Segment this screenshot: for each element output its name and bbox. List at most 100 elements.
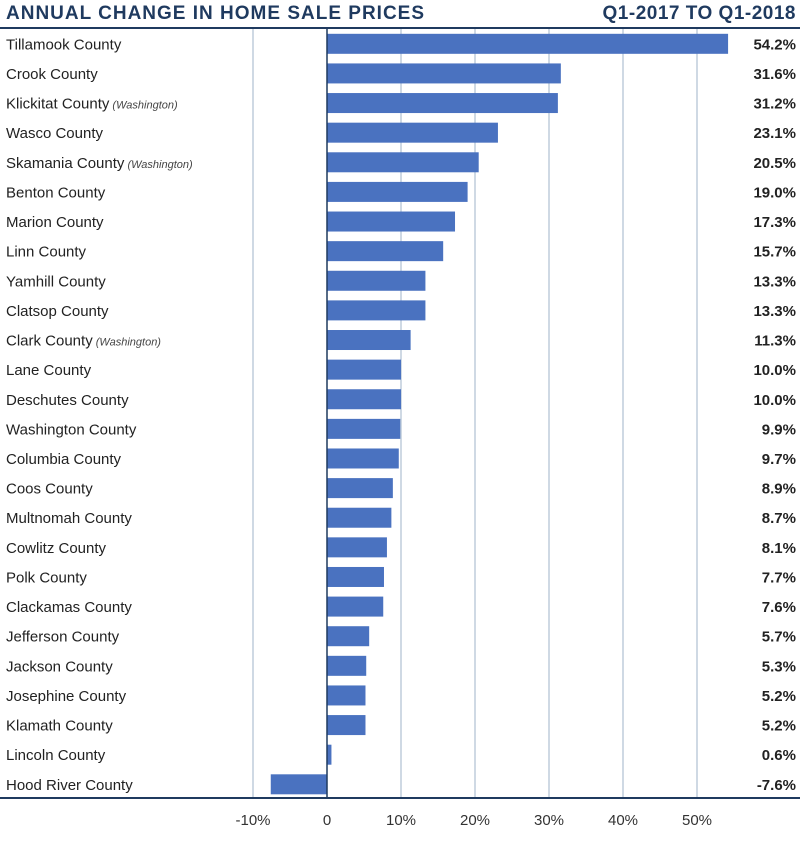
category-name: Cowlitz County (6, 540, 107, 557)
bar-8 (327, 270, 426, 291)
value-label-9: 13.3% (753, 303, 796, 320)
bar-25 (270, 774, 327, 795)
bar-4 (327, 152, 479, 173)
category-name: Linn County (6, 244, 87, 261)
category-name: Josephine County (6, 688, 127, 705)
category-name: Clatsop County (6, 303, 109, 320)
x-tick-label-3: 20% (460, 812, 490, 829)
value-label-15: 8.9% (762, 481, 796, 498)
bar-24 (327, 744, 332, 765)
category-label-3: Wasco County (6, 125, 103, 142)
category-label-17: Cowlitz County (6, 540, 107, 557)
bar-15 (327, 478, 393, 499)
bar-5 (327, 181, 468, 202)
value-label-24: 0.6% (762, 747, 796, 764)
bar-10 (327, 330, 411, 351)
category-name: Clackamas County (6, 599, 132, 616)
category-name: Lane County (6, 362, 92, 379)
bar-6 (327, 211, 456, 232)
category-label-25: Hood River County (6, 777, 133, 794)
chart-header: ANNUAL CHANGE IN HOME SALE PRICES Q1-201… (0, 0, 800, 29)
category-label-20: Jefferson County (6, 629, 120, 646)
value-label-17: 8.1% (762, 540, 796, 557)
value-label-5: 19.0% (753, 184, 796, 201)
bar-7 (327, 241, 444, 262)
category-label-10: Clark County (Washington) (6, 333, 161, 350)
category-name: Hood River County (6, 777, 133, 794)
chart-period: Q1-2017 TO Q1-2018 (602, 3, 796, 24)
category-note: (Washington) (124, 159, 193, 171)
category-name: Multnomah County (6, 510, 132, 527)
category-name: Yamhill County (6, 273, 106, 290)
value-label-3: 23.1% (753, 125, 796, 142)
category-label-2: Klickitat County (Washington) (6, 96, 178, 113)
category-label-7: Linn County (6, 244, 87, 261)
bar-22 (327, 685, 366, 706)
category-name: Coos County (6, 481, 93, 498)
value-label-22: 5.2% (762, 688, 796, 705)
x-tick-label-6: 50% (682, 812, 712, 829)
bar-13 (327, 418, 401, 439)
value-label-20: 5.7% (762, 629, 796, 646)
value-label-1: 31.6% (753, 66, 796, 83)
x-tick-label-0: -10% (235, 812, 270, 829)
category-name: Jefferson County (6, 629, 120, 646)
category-label-9: Clatsop County (6, 303, 109, 320)
x-tick-label-5: 40% (608, 812, 638, 829)
value-label-12: 10.0% (753, 392, 796, 409)
category-label-15: Coos County (6, 481, 93, 498)
category-name: Jackson County (6, 658, 113, 675)
category-name: Lincoln County (6, 747, 106, 764)
category-label-4: Skamania County (Washington) (6, 155, 193, 172)
category-label-19: Clackamas County (6, 599, 132, 616)
category-label-23: Klamath County (6, 718, 113, 735)
category-label-8: Yamhill County (6, 273, 106, 290)
x-tick-label-1: 0 (323, 812, 331, 829)
category-name: Marion County (6, 214, 104, 231)
value-label-10: 11.3% (754, 333, 796, 350)
category-note: (Washington) (109, 100, 178, 112)
category-label-22: Josephine County (6, 688, 127, 705)
x-tick-label-2: 10% (386, 812, 416, 829)
category-name: Polk County (6, 569, 87, 586)
bar-11 (327, 359, 401, 380)
category-label-11: Lane County (6, 362, 92, 379)
bar-0 (327, 33, 729, 54)
bar-2 (327, 93, 558, 114)
value-label-8: 13.3% (753, 273, 796, 290)
category-name: Skamania County (6, 155, 125, 172)
category-label-21: Jackson County (6, 658, 113, 675)
value-label-11: 10.0% (753, 362, 796, 379)
value-label-4: 20.5% (753, 155, 796, 172)
bar-21 (327, 655, 367, 676)
value-label-21: 5.3% (762, 658, 796, 675)
category-label-24: Lincoln County (6, 747, 106, 764)
value-label-16: 8.7% (762, 510, 796, 527)
bar-9 (327, 300, 426, 321)
category-name: Columbia County (6, 451, 122, 468)
value-label-2: 31.2% (753, 96, 796, 113)
category-note: (Washington) (93, 337, 162, 349)
category-label-13: Washington County (6, 421, 137, 438)
bar-16 (327, 507, 392, 528)
bar-3 (327, 122, 498, 143)
category-label-18: Polk County (6, 569, 87, 586)
category-name: Benton County (6, 184, 106, 201)
value-label-13: 9.9% (762, 421, 796, 438)
category-label-0: Tillamook County (6, 36, 122, 53)
bar-17 (327, 537, 387, 558)
bar-14 (327, 448, 399, 469)
bar-20 (327, 626, 370, 647)
value-label-0: 54.2% (753, 36, 796, 53)
category-name: Clark County (6, 333, 93, 350)
value-label-18: 7.7% (762, 569, 796, 586)
category-label-5: Benton County (6, 184, 106, 201)
category-label-12: Deschutes County (6, 392, 129, 409)
value-label-6: 17.3% (753, 214, 796, 231)
category-label-14: Columbia County (6, 451, 122, 468)
chart-title: ANNUAL CHANGE IN HOME SALE PRICES (6, 3, 426, 24)
value-label-19: 7.6% (762, 599, 796, 616)
value-label-23: 5.2% (762, 718, 796, 735)
bar-18 (327, 566, 384, 587)
